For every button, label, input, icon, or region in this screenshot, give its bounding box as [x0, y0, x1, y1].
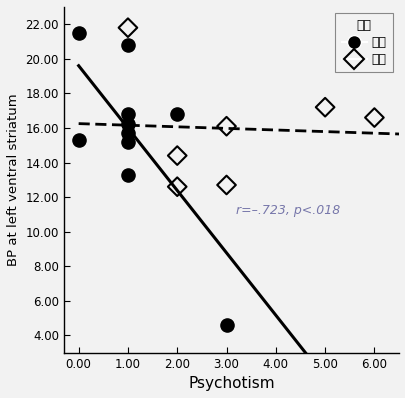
여성 — [370, 114, 377, 121]
남성 — [124, 139, 131, 145]
남성 — [174, 111, 180, 117]
여성 — [124, 25, 131, 31]
X-axis label: Psychotism: Psychotism — [188, 376, 274, 391]
남성 — [124, 42, 131, 48]
남성 — [223, 322, 229, 328]
여성 — [223, 123, 229, 129]
남성 — [75, 30, 82, 36]
Text: r=–.723, p<.018: r=–.723, p<.018 — [236, 204, 340, 217]
Y-axis label: BP at left ventral striatum: BP at left ventral striatum — [7, 94, 20, 266]
여성 — [174, 183, 180, 190]
남성 — [124, 130, 131, 136]
여성 — [174, 152, 180, 159]
Legend: 남성, 여성: 남성, 여성 — [335, 13, 392, 72]
남성 — [75, 137, 82, 143]
여성 — [321, 104, 328, 110]
남성 — [124, 111, 131, 117]
남성 — [124, 172, 131, 178]
남성 — [124, 121, 131, 128]
여성 — [223, 182, 229, 188]
